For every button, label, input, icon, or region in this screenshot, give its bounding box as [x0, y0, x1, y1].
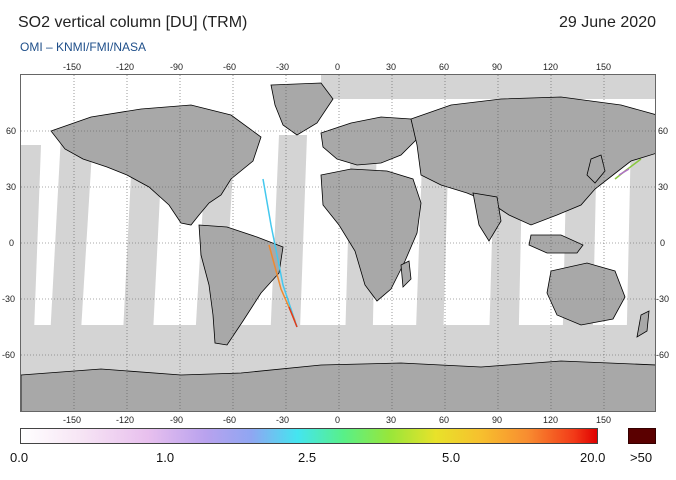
land-masses	[21, 82, 655, 411]
north-america	[50, 104, 262, 226]
lon-tick-bottom: 90	[492, 415, 503, 425]
map-date: 29 June 2020	[559, 14, 656, 31]
lon-tick-bottom: -90	[170, 415, 184, 425]
lon-tick-top: -60	[223, 62, 237, 72]
lon-tick-bottom: 120	[543, 415, 559, 425]
lon-tick-bottom: -30	[276, 415, 290, 425]
lat-tick-right: 60	[658, 126, 669, 136]
so2-colorbar	[20, 428, 598, 444]
indonesia	[528, 234, 584, 254]
lon-tick-top: 120	[543, 62, 559, 72]
africa	[320, 168, 422, 302]
lon-tick-bottom: -150	[63, 415, 82, 425]
new-zealand	[636, 310, 650, 338]
lat-tick-right: -30	[656, 294, 670, 304]
lat-tick-left: -60	[2, 350, 16, 360]
lon-tick-bottom: -120	[116, 415, 135, 425]
data-credit: OMI – KNMI/FMI/NASA	[20, 40, 147, 54]
colorbar-over-label: >50	[630, 450, 653, 465]
lon-tick-top: 90	[492, 62, 503, 72]
greenland	[270, 82, 334, 136]
lat-tick-left: 0	[9, 238, 15, 248]
lat-tick-left: 30	[6, 182, 17, 192]
colorbar-over-swatch	[628, 428, 656, 444]
colorbar-label: 0.0	[10, 450, 29, 465]
lon-tick-bottom: 150	[596, 415, 612, 425]
india	[472, 192, 502, 242]
madagascar	[400, 260, 412, 288]
europe	[320, 116, 418, 166]
lon-tick-bottom: -60	[223, 415, 237, 425]
lon-tick-top: -30	[276, 62, 290, 72]
japan	[586, 154, 606, 184]
lon-tick-top: -120	[116, 62, 135, 72]
lon-tick-bottom: 0	[335, 415, 341, 425]
colorbar-label: 5.0	[442, 450, 461, 465]
antarctica	[21, 360, 655, 411]
lon-tick-top: 60	[439, 62, 450, 72]
australia	[546, 262, 626, 326]
lon-tick-top: 0	[335, 62, 341, 72]
lon-tick-top: -150	[63, 62, 82, 72]
so2-signal	[262, 158, 642, 328]
lon-tick-top: 30	[386, 62, 397, 72]
lon-tick-bottom: 30	[386, 415, 397, 425]
lat-tick-right: -60	[656, 350, 670, 360]
lon-tick-top: 150	[596, 62, 612, 72]
lat-tick-right: 0	[660, 238, 666, 248]
graticule	[21, 75, 655, 411]
lat-tick-left: -30	[2, 294, 16, 304]
lat-tick-right: 30	[658, 182, 669, 192]
colorbar-label: 1.0	[156, 450, 175, 465]
asia	[410, 96, 655, 226]
so2-world-map	[20, 74, 656, 412]
map-canvas	[21, 75, 655, 411]
south-america	[198, 224, 284, 346]
lon-tick-top: -90	[170, 62, 184, 72]
colorbar-label: 2.5	[298, 450, 317, 465]
lon-tick-bottom: 60	[439, 415, 450, 425]
map-title: SO2 vertical column [DU] (TRM)	[18, 14, 248, 31]
colorbar-label: 20.0	[580, 450, 606, 465]
lat-tick-left: 60	[6, 126, 17, 136]
